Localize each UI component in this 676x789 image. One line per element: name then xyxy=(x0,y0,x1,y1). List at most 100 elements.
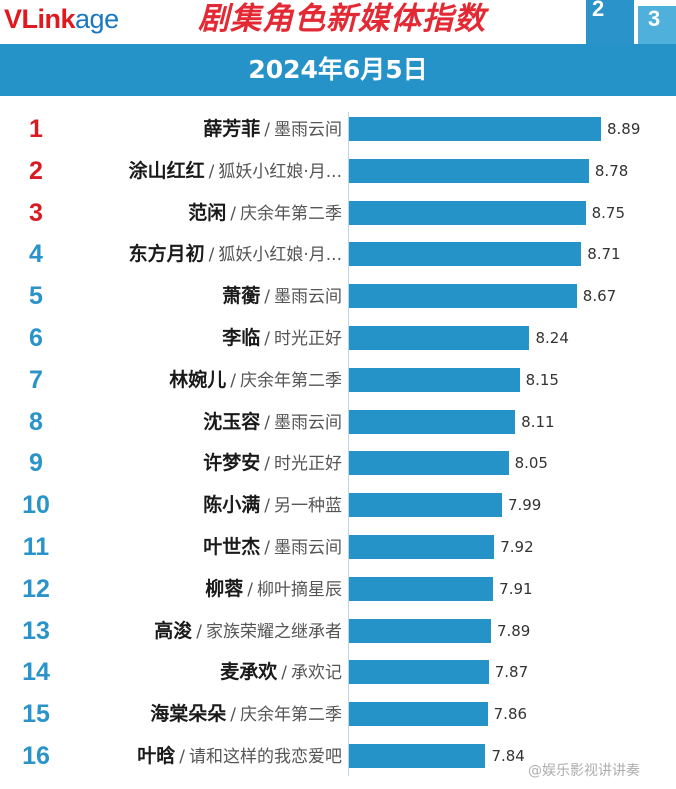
row-label: 涂山红红 / 狐妖小红娘·月... xyxy=(129,151,342,192)
character-name: 柳蓉 xyxy=(205,577,244,600)
rank-number: 1 xyxy=(29,115,43,143)
value-label: 8.71 xyxy=(587,245,621,264)
weibo-watermark: @娱乐影视讲讲奏 xyxy=(528,763,640,779)
rank-number: 13 xyxy=(22,616,50,645)
rank-number: 8 xyxy=(29,407,43,436)
bar-axis-line xyxy=(348,112,349,776)
character-name: 陈小满 xyxy=(203,494,261,517)
value-label: 7.92 xyxy=(500,538,534,556)
label-separator: / xyxy=(208,161,215,182)
header: VLinkage 剧集角色新媒体指数 2 3 xyxy=(0,0,676,44)
character-name: 叶晗 xyxy=(137,745,176,767)
character-name: 麦承欢 xyxy=(220,661,278,684)
character-name: 东方月初 xyxy=(128,243,205,266)
row-label: 东方月初 / 狐妖小红娘·月... xyxy=(129,234,342,275)
value-bar xyxy=(349,660,489,685)
podium-graphic: 2 3 xyxy=(586,0,676,44)
character-name: 范闲 xyxy=(188,201,227,224)
row-label: 李临 / 时光正好 xyxy=(222,318,342,359)
value-label: 8.05 xyxy=(514,454,548,473)
drama-title: 柳叶摘星辰 xyxy=(257,579,342,600)
row-label: 海棠朵朵 / 庆余年第二季 xyxy=(150,694,342,735)
row-label: 许梦安 / 时光正好 xyxy=(203,443,342,484)
row-label: 薛芳菲 / 墨雨云间 xyxy=(203,109,342,150)
value-label: 7.84 xyxy=(491,747,525,765)
label-separator: / xyxy=(230,203,236,224)
character-name: 高浚 xyxy=(154,619,193,642)
chart-title: 剧集角色新媒体指数 xyxy=(198,1,486,37)
label-separator: / xyxy=(196,621,202,642)
drama-title: 狐妖小红娘·月... xyxy=(218,245,342,266)
value-label: 8.67 xyxy=(582,287,617,306)
value-label: 8.89 xyxy=(607,120,641,138)
character-name: 沈玉容 xyxy=(203,410,261,433)
character-name: 许梦安 xyxy=(203,452,261,475)
label-separator: / xyxy=(264,496,270,517)
rank-number: 15 xyxy=(22,700,50,729)
podium-second-block xyxy=(586,0,634,44)
rank-number: 10 xyxy=(22,491,50,520)
label-separator: / xyxy=(281,663,287,684)
logo-v: V xyxy=(4,4,22,34)
character-name: 林婉儿 xyxy=(169,368,227,391)
value-bar xyxy=(349,409,516,434)
value-bar xyxy=(349,367,520,392)
logo-age: age xyxy=(75,4,119,34)
value-bar xyxy=(349,117,601,141)
drama-title: 庆余年第二季 xyxy=(240,203,342,224)
label-separator: / xyxy=(264,412,270,433)
rank-number: 11 xyxy=(22,533,50,561)
value-bar xyxy=(349,535,495,559)
value-bar xyxy=(349,284,577,309)
value-bar xyxy=(349,451,509,476)
value-bar xyxy=(349,158,589,183)
value-label: 8.24 xyxy=(535,329,569,347)
rank-number: 6 xyxy=(29,324,43,352)
drama-title: 时光正好 xyxy=(274,454,342,475)
label-separator: / xyxy=(179,747,185,767)
row-label: 沈玉容 / 墨雨云间 xyxy=(203,402,342,443)
value-bar xyxy=(349,618,491,643)
value-bar xyxy=(349,200,586,225)
drama-title: 庆余年第二季 xyxy=(240,705,342,726)
value-bar xyxy=(349,744,486,768)
drama-title: 墨雨云间 xyxy=(274,412,342,433)
label-separator: / xyxy=(264,454,270,475)
value-label: 8.75 xyxy=(591,203,625,222)
row-label: 叶世杰 / 墨雨云间 xyxy=(203,527,342,568)
label-separator: / xyxy=(247,579,253,600)
label-separator: / xyxy=(230,705,236,726)
character-name: 李临 xyxy=(222,327,261,349)
character-name: 叶世杰 xyxy=(203,536,261,558)
rank-number: 2 xyxy=(29,156,43,185)
podium-second-number: 2 xyxy=(592,0,605,21)
podium-third-number: 3 xyxy=(648,6,661,31)
drama-title: 时光正好 xyxy=(274,329,342,349)
row-label: 范闲 / 庆余年第二季 xyxy=(188,193,342,234)
value-label: 7.91 xyxy=(499,579,533,598)
value-bar xyxy=(349,493,502,518)
label-separator: / xyxy=(264,538,270,558)
character-name: 海棠朵朵 xyxy=(150,703,227,726)
label-separator: / xyxy=(230,370,236,391)
label-separator: / xyxy=(264,287,270,308)
rank-number: 9 xyxy=(29,449,43,478)
row-label: 萧蘅 / 墨雨云间 xyxy=(222,276,342,317)
drama-title: 墨雨云间 xyxy=(274,120,342,140)
value-label: 8.15 xyxy=(525,370,559,389)
date-banner: 2024年6月5日 xyxy=(0,44,676,96)
value-bar xyxy=(349,326,530,350)
logo-link: Link xyxy=(21,4,76,34)
drama-title: 庆余年第二季 xyxy=(240,370,342,391)
rank-number: 14 xyxy=(22,658,50,687)
value-label: 8.78 xyxy=(594,161,629,180)
rank-number: 16 xyxy=(22,742,50,770)
value-label: 7.89 xyxy=(496,621,531,640)
drama-title: 另一种蓝 xyxy=(274,496,342,517)
value-bar xyxy=(349,702,488,727)
rank-number: 7 xyxy=(29,365,43,394)
podium-third-block xyxy=(638,6,676,44)
vlinkage-logo: VLinkage xyxy=(4,2,119,36)
value-bar xyxy=(349,576,494,601)
drama-title: 狐妖小红娘·月... xyxy=(218,161,342,182)
